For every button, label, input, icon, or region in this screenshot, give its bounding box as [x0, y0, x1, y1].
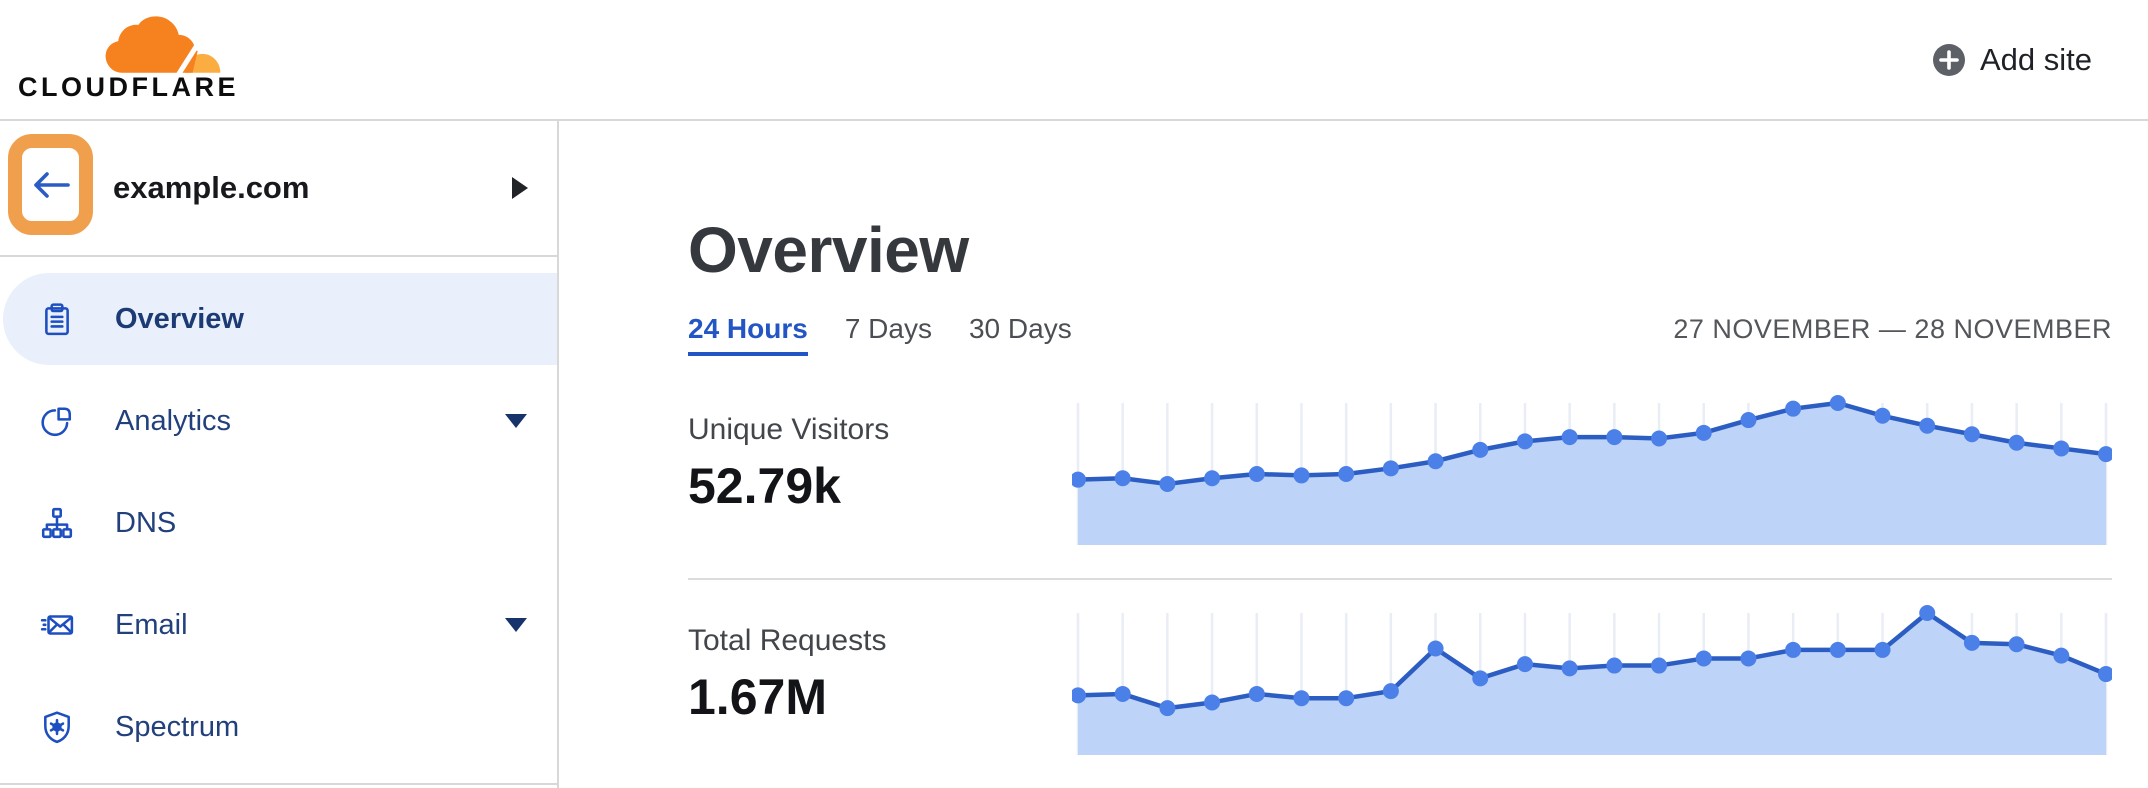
total-requests-info: Total Requests 1.67M: [688, 594, 1072, 784]
pie-chart-icon: [40, 404, 74, 438]
back-button[interactable]: [8, 134, 93, 235]
cloudflare-wordmark: CLOUDFLARE: [18, 71, 239, 102]
dns-tree-icon: [40, 506, 74, 540]
sidebar-item-label: Overview: [115, 302, 244, 335]
arrow-left-icon: [33, 171, 70, 198]
sidebar-item-overview[interactable]: Overview: [3, 273, 557, 365]
total-requests-row: Total Requests 1.67M: [688, 580, 2112, 784]
page-title: Overview: [688, 214, 969, 286]
main-content: Overview 24 Hours 7 Days 30 Days 27 NOVE…: [559, 121, 2148, 788]
unique-visitors-row: Unique Visitors 52.79k: [688, 383, 2112, 580]
tab-30-days[interactable]: 30 Days: [968, 313, 1072, 344]
add-site-label: Add site: [1979, 41, 2092, 77]
sidebar-item-label: Spectrum: [115, 710, 240, 743]
chevron-down-icon[interactable]: [505, 414, 527, 428]
sidebar-item-analytics[interactable]: Analytics: [0, 375, 557, 467]
metric-value: 1.67M: [688, 669, 827, 725]
sidebar-item-email[interactable]: Email: [0, 579, 557, 671]
sidebar: example.com Overview: [0, 121, 559, 788]
cloudflare-logo[interactable]: CLOUDFLARE: [18, 10, 268, 110]
chevron-down-icon[interactable]: [505, 618, 527, 632]
spectrum-shield-icon: [40, 710, 74, 744]
top-bar: CLOUDFLARE Add site: [0, 0, 2148, 121]
metric-label: Total Requests: [688, 624, 887, 657]
sidebar-item-label: Email: [115, 608, 188, 641]
site-name: example.com: [113, 170, 310, 205]
time-range-tabs: 24 Hours 7 Days 30 Days 27 NOVEMBER — 28…: [688, 313, 2112, 356]
sidebar-divider: [0, 783, 557, 785]
clipboard-icon: [40, 302, 74, 336]
unique-visitors-info: Unique Visitors 52.79k: [688, 383, 1072, 578]
sidebar-item-dns[interactable]: DNS: [0, 477, 557, 569]
sidebar-nav: Overview Analytics: [0, 257, 557, 785]
date-range-label: 27 NOVEMBER — 28 NOVEMBER: [1673, 314, 2112, 344]
cloudflare-cloud-icon: [105, 15, 221, 74]
tab-7-days[interactable]: 7 Days: [844, 313, 932, 344]
unique-visitors-chart[interactable]: [1072, 393, 2112, 551]
add-site-button[interactable]: Add site: [1932, 42, 2092, 78]
tab-24-hours[interactable]: 24 Hours: [688, 313, 808, 356]
total-requests-chart[interactable]: [1072, 603, 2112, 761]
sidebar-item-label: Analytics: [115, 404, 232, 437]
sidebar-item-label: DNS: [115, 506, 177, 539]
metric-value: 52.79k: [688, 458, 841, 514]
email-icon: [40, 608, 74, 642]
site-switcher[interactable]: example.com: [0, 121, 557, 257]
sidebar-item-spectrum[interactable]: Spectrum: [0, 681, 557, 773]
caret-right-icon[interactable]: [512, 177, 528, 199]
plus-circle-icon: [1932, 43, 1965, 76]
metric-label: Unique Visitors: [688, 413, 890, 446]
